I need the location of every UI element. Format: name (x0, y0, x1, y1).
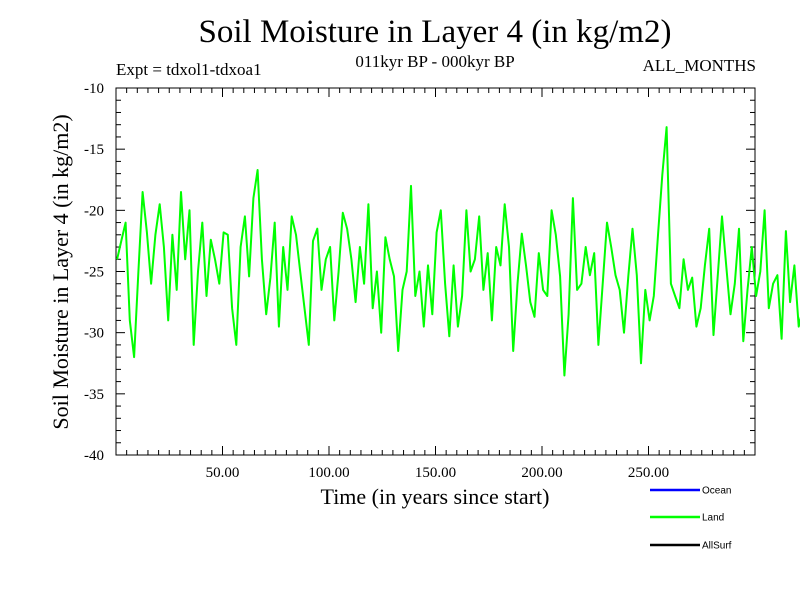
legend-label-allsurf: AllSurf (702, 541, 732, 552)
period-label: ALL_MONTHS (642, 56, 756, 75)
y-tick-label: -30 (84, 326, 104, 342)
chart-subtitle: 011kyr BP - 000kyr BP (355, 52, 515, 71)
series-layer (116, 126, 800, 377)
y-tick-labels: -10 -15 -20 -25 -30 -35 -40 (84, 81, 104, 464)
legend: Ocean Land AllSurf (650, 486, 732, 552)
series-line-land (116, 126, 800, 377)
y-axis-title: Soil Moisture in Layer 4 (in kg/m2) (48, 114, 73, 429)
y-tick-label: -40 (84, 448, 104, 464)
x-tick-label: 50.00 (206, 465, 240, 481)
experiment-label: Expt = tdxol1-tdxoa1 (116, 60, 262, 79)
y-tick-label: -10 (84, 81, 104, 97)
y-tick-label: -35 (84, 387, 104, 403)
y-tick-label: -25 (84, 265, 104, 281)
axis-ticks (115, 87, 756, 456)
legend-label-land: Land (702, 513, 724, 524)
x-tick-label: 150.00 (415, 465, 456, 481)
x-tick-label: 250.00 (628, 465, 669, 481)
x-tick-label: 100.00 (308, 465, 349, 481)
legend-label-ocean: Ocean (702, 486, 731, 497)
y-tick-label: -20 (84, 203, 104, 219)
x-axis-title: Time (in years since start) (321, 484, 550, 509)
y-tick-label: -15 (84, 142, 104, 158)
x-tick-labels: 50.00 100.00 150.00 200.00 250.00 (206, 465, 670, 481)
x-tick-label: 200.00 (521, 465, 562, 481)
chart-title: Soil Moisture in Layer 4 (in kg/m2) (198, 14, 672, 50)
